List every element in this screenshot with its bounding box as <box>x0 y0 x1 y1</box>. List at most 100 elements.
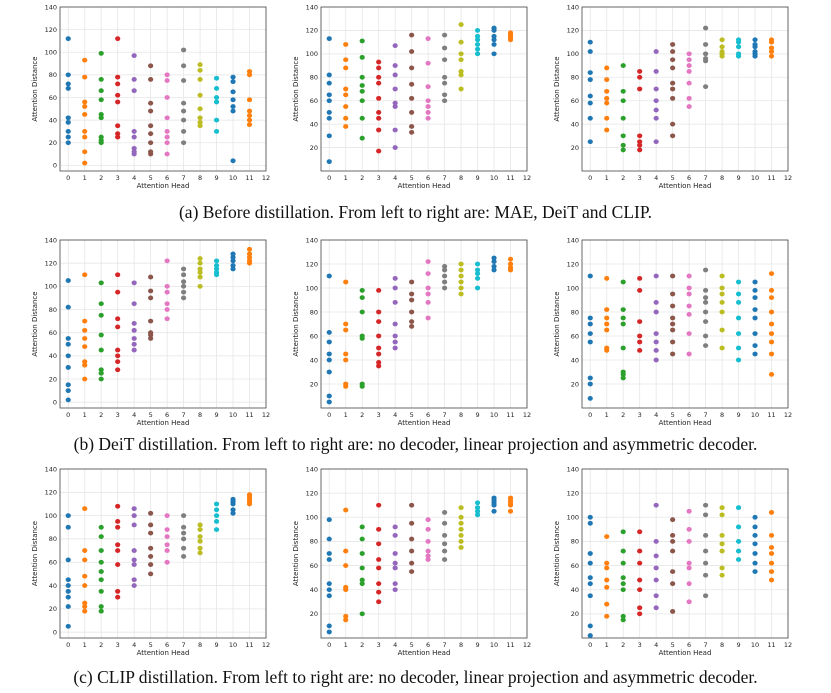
data-point <box>604 534 610 539</box>
series-head-4 <box>131 506 137 588</box>
data-point <box>735 291 742 297</box>
data-point <box>620 345 626 351</box>
y-tick-label: 20 <box>49 139 57 147</box>
data-point <box>82 362 88 368</box>
data-point <box>653 605 659 611</box>
series-head-9 <box>735 37 742 59</box>
x-tick-label: 1 <box>605 174 609 182</box>
data-point <box>670 273 676 279</box>
y-axis-label: Attention Distance <box>31 521 39 586</box>
data-point <box>442 32 448 38</box>
x-tick-label: 11 <box>767 411 775 419</box>
data-point <box>735 548 742 554</box>
data-point <box>507 508 514 514</box>
data-point <box>164 95 170 100</box>
data-point <box>392 63 398 68</box>
data-point <box>197 115 203 121</box>
data-point <box>604 348 610 353</box>
data-point <box>458 267 464 273</box>
data-point <box>458 57 464 63</box>
x-tick-label: 6 <box>426 641 430 649</box>
data-point <box>246 108 253 114</box>
data-point <box>65 304 71 310</box>
data-point <box>442 520 448 526</box>
data-point <box>768 309 775 315</box>
data-point <box>326 351 332 357</box>
data-point <box>587 331 593 336</box>
series-head-3 <box>637 276 643 353</box>
data-point <box>719 327 725 333</box>
data-point <box>752 343 758 348</box>
data-point <box>719 285 725 291</box>
data-point <box>735 539 742 544</box>
x-tick-label: 7 <box>443 641 447 649</box>
data-point <box>604 577 610 583</box>
series-head-9 <box>735 505 742 562</box>
data-point <box>752 44 758 50</box>
data-point <box>458 39 464 45</box>
series-head-1 <box>343 507 349 623</box>
data-point <box>213 117 220 123</box>
data-point <box>98 50 104 56</box>
data-point <box>376 115 382 121</box>
data-point <box>686 63 692 68</box>
data-point <box>442 285 448 291</box>
data-point <box>82 57 88 63</box>
x-tick-label: 2 <box>99 174 103 182</box>
data-point <box>392 581 398 587</box>
data-point <box>458 279 464 285</box>
x-tick-label: 1 <box>83 411 87 419</box>
x-tick-label: 8 <box>198 174 202 182</box>
series-head-0 <box>587 514 593 638</box>
chart-c1-clip-no-decoder: 0 1 2 3 4 5 6 7 8 9 10 11 12020406080100120140Attent… <box>31 465 270 657</box>
data-point <box>131 336 137 341</box>
series-head-0 <box>65 513 71 629</box>
data-point <box>164 72 170 78</box>
data-point <box>359 288 365 293</box>
y-tick-label: 20 <box>571 610 579 618</box>
data-point <box>637 133 643 139</box>
data-point <box>458 291 464 297</box>
data-point <box>491 28 497 33</box>
series-head-8 <box>458 261 464 297</box>
data-point <box>458 514 464 520</box>
data-point <box>620 581 626 587</box>
x-tick-label: 1 <box>344 411 348 419</box>
data-point <box>148 274 154 280</box>
y-tick-label: 0 <box>53 162 57 170</box>
data-point <box>735 315 742 321</box>
x-tick-label: 6 <box>687 411 691 419</box>
data-point <box>620 375 626 381</box>
x-tick-label: 11 <box>506 411 514 419</box>
series-head-1 <box>82 506 88 614</box>
data-point <box>587 321 593 327</box>
data-point <box>670 80 676 86</box>
data-point <box>115 324 121 330</box>
data-point <box>115 519 121 524</box>
chart-c3-clip-asymmetric-decoder: 0 1 2 3 4 5 6 7 8 9 10 11 1220406080100120140Attenti… <box>553 465 792 657</box>
data-point <box>376 363 382 369</box>
series-head-7 <box>703 267 709 348</box>
data-point <box>752 541 758 547</box>
data-point <box>686 560 692 566</box>
x-tick-label: 2 <box>621 411 625 419</box>
data-point <box>98 608 104 614</box>
data-point <box>719 505 725 511</box>
data-point <box>376 80 382 86</box>
data-point <box>752 307 758 312</box>
x-tick-label: 5 <box>149 411 153 419</box>
data-point <box>197 527 203 533</box>
data-point <box>703 319 709 324</box>
data-point <box>620 88 626 94</box>
x-axis-label: Attention Head <box>137 182 190 190</box>
series-head-2 <box>98 50 104 146</box>
data-point <box>425 115 431 121</box>
x-tick-label: 3 <box>638 641 642 649</box>
data-point <box>474 51 481 57</box>
data-point <box>82 600 88 606</box>
data-point <box>604 65 610 71</box>
data-point <box>376 127 382 133</box>
x-tick-label: 10 <box>229 641 237 649</box>
data-point <box>409 569 415 575</box>
data-point <box>392 587 398 593</box>
